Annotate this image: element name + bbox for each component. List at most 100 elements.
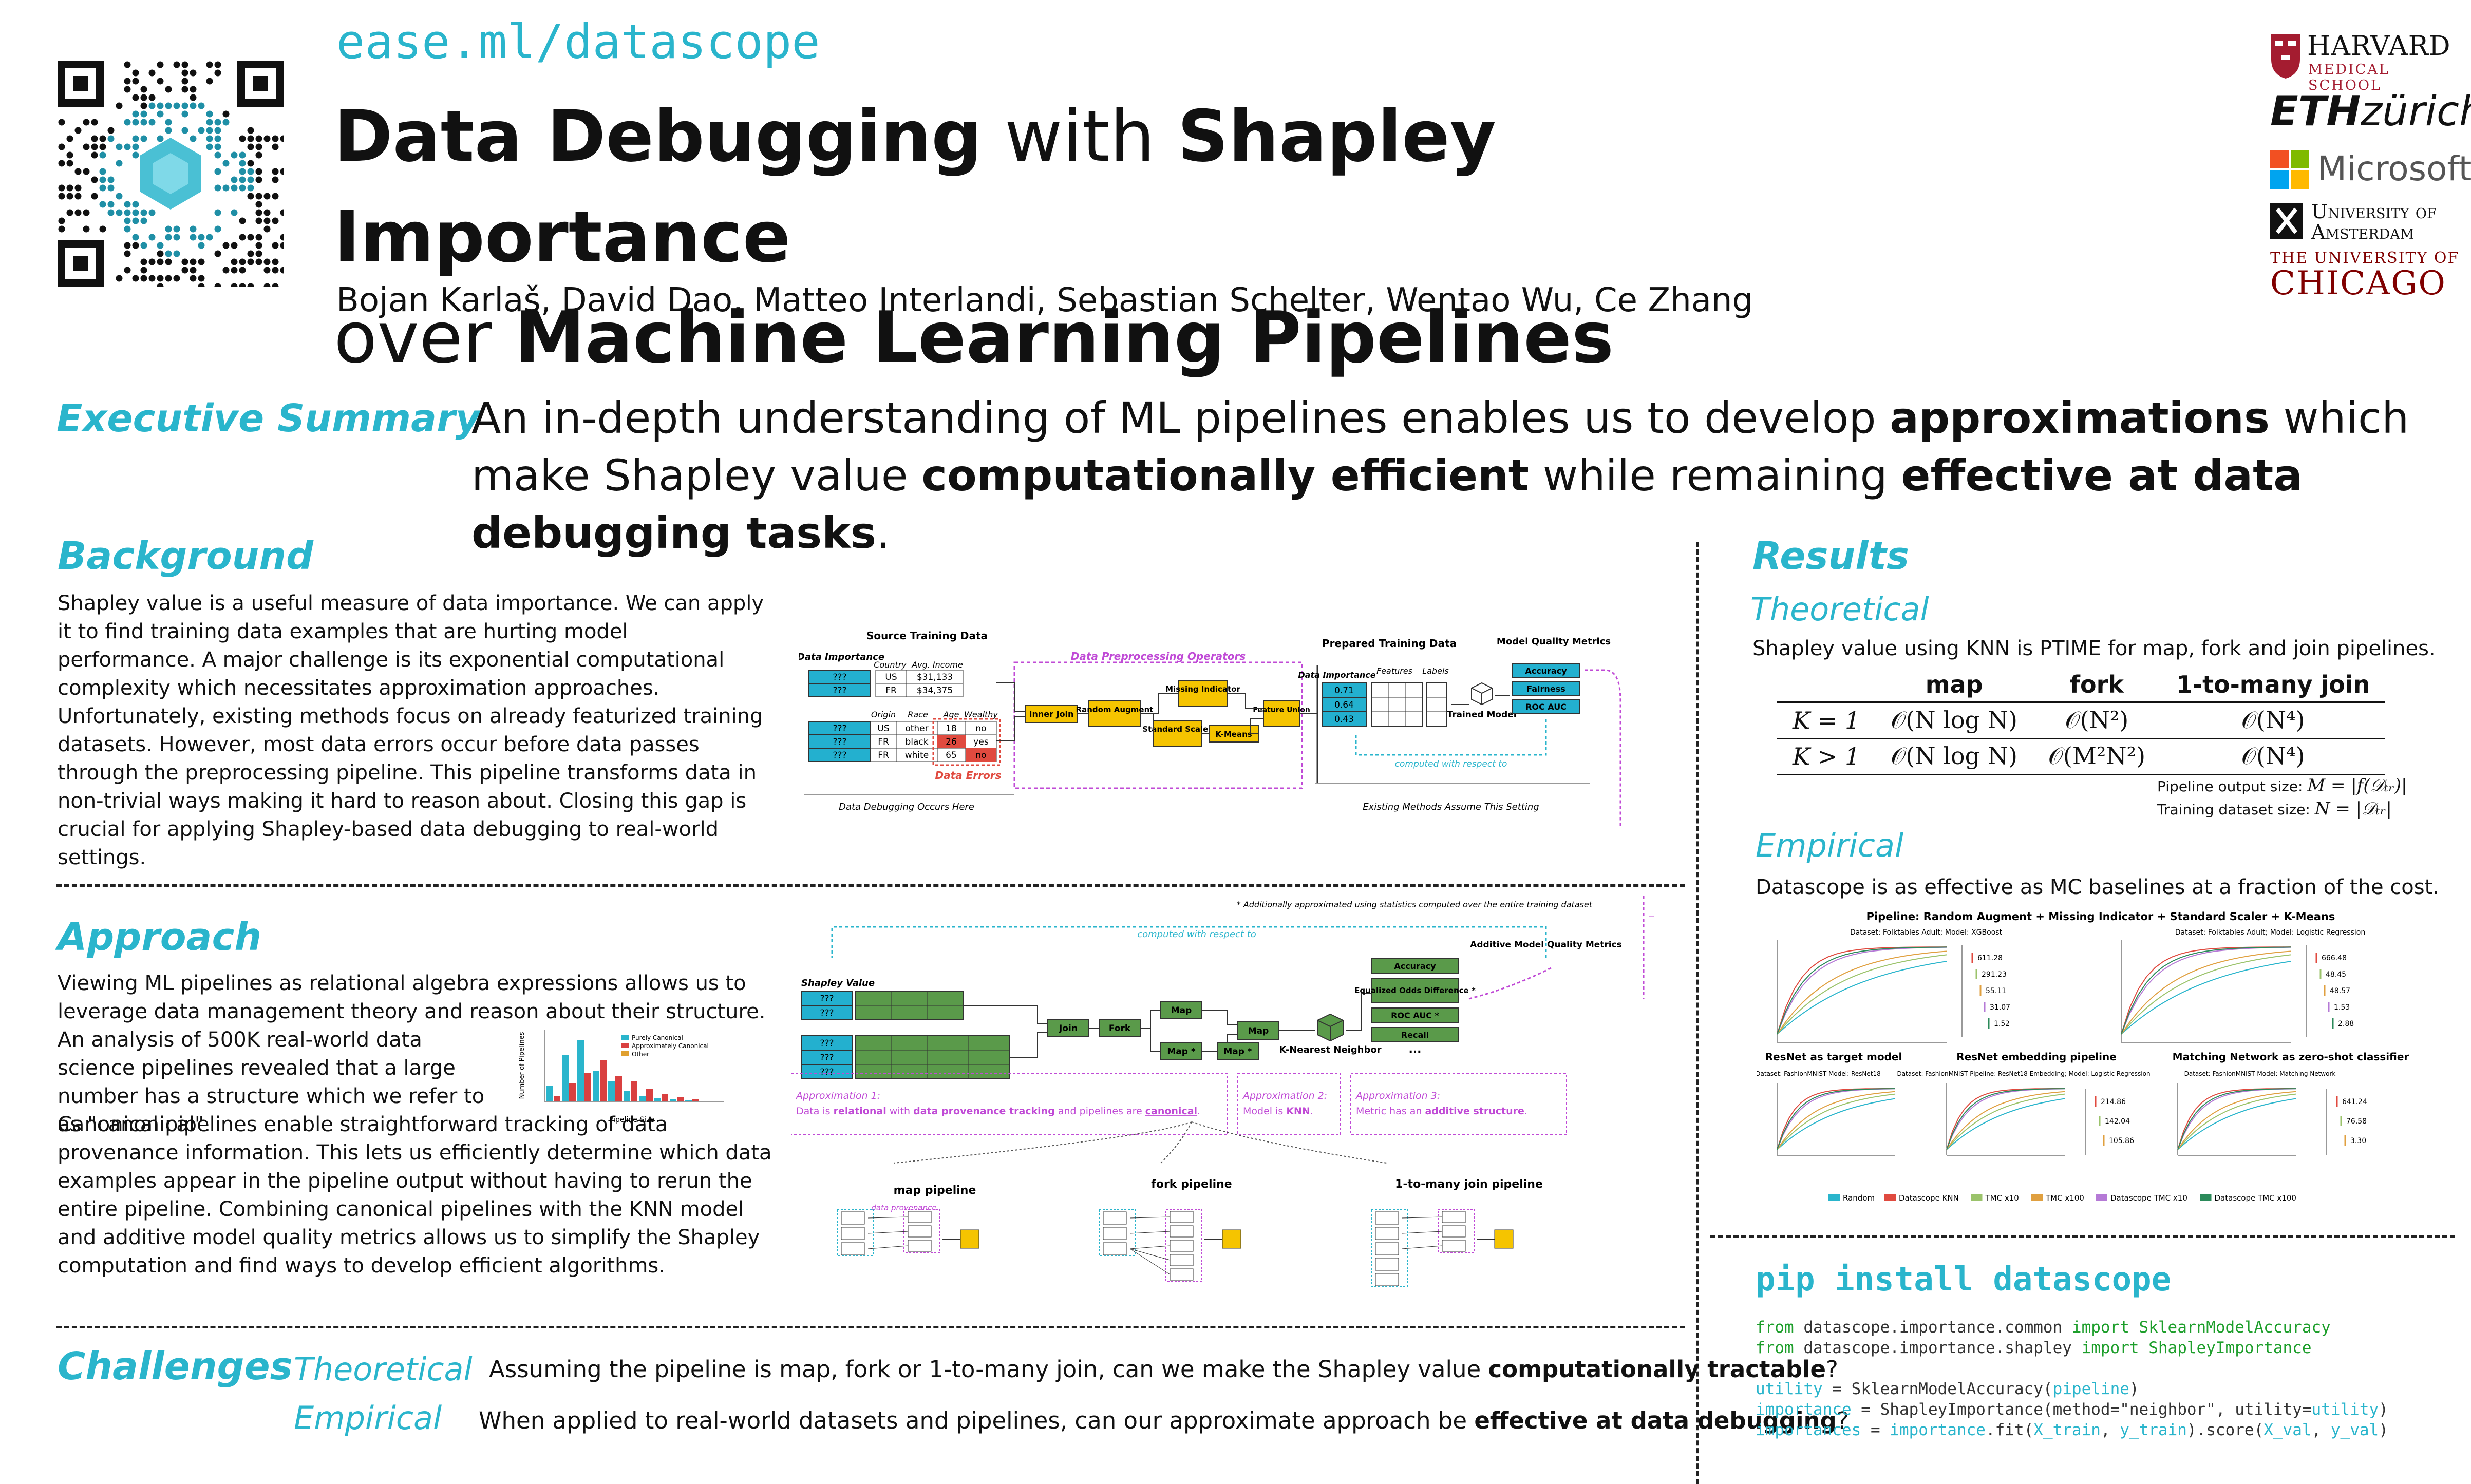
qr-module bbox=[165, 234, 172, 241]
bar-value-label: 48.57 bbox=[2330, 987, 2350, 995]
fig-row2-t1: ResNet as target model bbox=[1765, 1051, 1902, 1063]
computed-arrow-2 bbox=[831, 926, 1547, 958]
r4-race: black bbox=[905, 737, 928, 747]
qr-module bbox=[157, 283, 164, 290]
project-url[interactable]: ease.ml/datascope bbox=[336, 14, 820, 69]
harvard-shield-icon bbox=[2271, 34, 2300, 79]
table-note-1: Pipeline output size: M = |f(𝒟ₜᵣ)| bbox=[2157, 775, 2407, 796]
qr-module bbox=[74, 209, 82, 216]
r5-age: 65 bbox=[946, 750, 957, 760]
pipeline-histogram: Purely Canonical Approximately Canonical… bbox=[514, 1024, 729, 1127]
qr-module bbox=[263, 283, 271, 290]
qr-module bbox=[206, 234, 213, 241]
qr-module bbox=[231, 258, 238, 265]
pip-heading[interactable]: pip install datascope bbox=[1756, 1261, 2172, 1299]
legend-label: Random bbox=[1843, 1193, 1875, 1203]
qr-module bbox=[247, 143, 254, 150]
qr-module bbox=[247, 135, 254, 142]
qr-module bbox=[214, 168, 221, 175]
qr-module bbox=[66, 160, 73, 167]
hist-bar bbox=[654, 1098, 661, 1101]
cx-k1-join: 𝒪(N⁴) bbox=[2241, 706, 2305, 734]
background-text: Shapley value is a useful measure of dat… bbox=[58, 592, 764, 869]
plot-series bbox=[2121, 954, 2291, 1035]
qr-module bbox=[148, 94, 156, 101]
op-map-star-1 bbox=[1160, 1042, 1202, 1060]
qr-module bbox=[173, 102, 180, 109]
approach-diagram: * Additionally approximated using statis… bbox=[790, 896, 1664, 1320]
qr-module bbox=[263, 217, 271, 224]
bar-value-label: 1.53 bbox=[2334, 1003, 2350, 1012]
qr-module bbox=[239, 258, 246, 265]
qr-module bbox=[255, 217, 262, 224]
legend-label: TMC x10 bbox=[1985, 1193, 2019, 1203]
qr-code[interactable] bbox=[58, 61, 287, 290]
qr-module bbox=[190, 267, 197, 274]
mini-output-row bbox=[908, 1211, 932, 1223]
results-empirical-heading: Empirical bbox=[1756, 827, 1904, 864]
qr-module bbox=[74, 193, 82, 200]
uchicago-line2: CHICAGO bbox=[2270, 264, 2446, 302]
qr-module bbox=[99, 168, 106, 175]
qr-module bbox=[148, 234, 156, 241]
qr-module bbox=[140, 258, 147, 265]
qr-module bbox=[280, 209, 287, 216]
qr-module bbox=[231, 267, 238, 274]
metric-roc bbox=[1512, 699, 1580, 714]
plot-series bbox=[1946, 1088, 2065, 1150]
uva-crest-icon bbox=[2270, 203, 2303, 239]
qr-module bbox=[83, 209, 90, 216]
qr-module bbox=[247, 258, 254, 265]
qr-module bbox=[239, 135, 246, 142]
bar-value-label: 291.23 bbox=[1982, 971, 2007, 979]
qr-module bbox=[206, 135, 213, 142]
col-wealthy: Wealthy bbox=[964, 710, 998, 719]
plot-series bbox=[2121, 946, 2291, 1035]
label-knn: K-Nearest Neighbor bbox=[1279, 1044, 1381, 1055]
qr-module bbox=[231, 209, 238, 216]
r3-q: ??? bbox=[833, 724, 846, 734]
r3-age: 18 bbox=[946, 724, 957, 734]
r2-q: ??? bbox=[833, 686, 846, 696]
plot-series bbox=[1777, 946, 1947, 1035]
code-block: from datascope.importance.common import … bbox=[1756, 1317, 2388, 1440]
legend-label: Datascope TMC x100 bbox=[2215, 1193, 2296, 1203]
qr-module bbox=[132, 69, 139, 77]
metric-roc-label: ROC AUC bbox=[1525, 702, 1567, 712]
qr-module bbox=[198, 234, 205, 241]
qr-module bbox=[124, 119, 131, 126]
mini-input-row bbox=[1375, 1227, 1399, 1240]
qr-module bbox=[124, 143, 131, 150]
q2: ??? bbox=[820, 1008, 834, 1018]
op-kmeans-label: K-Means bbox=[1215, 730, 1252, 739]
qr-module bbox=[255, 201, 262, 208]
qr-module bbox=[148, 258, 156, 265]
r5-q: ??? bbox=[833, 750, 846, 760]
legend-swatch bbox=[1828, 1194, 1840, 1201]
hist-bar bbox=[624, 1091, 630, 1101]
r4-age: 26 bbox=[946, 737, 957, 747]
m-accuracy bbox=[1371, 958, 1459, 974]
mini-output-row bbox=[1442, 1211, 1466, 1223]
qr-module bbox=[116, 275, 123, 282]
mini-edge bbox=[1402, 1216, 1443, 1219]
qr-module bbox=[222, 184, 230, 192]
qr-module bbox=[255, 250, 262, 257]
note1-label: Pipeline output size: bbox=[2157, 778, 2303, 795]
title-part-4: over bbox=[334, 296, 515, 379]
op-map-star-1-label: Map * bbox=[1167, 1047, 1195, 1057]
title-part-2: with bbox=[982, 95, 1178, 178]
mini-input-table bbox=[1371, 1209, 1408, 1287]
qr-module bbox=[247, 176, 254, 183]
qr-module bbox=[124, 250, 131, 257]
qr-module bbox=[157, 102, 164, 109]
cx-k2-map: 𝒪(N log N) bbox=[1891, 742, 2017, 770]
qr-module bbox=[214, 250, 221, 257]
cx-k1-fork: 𝒪(N²) bbox=[2065, 706, 2129, 734]
qr-module bbox=[247, 168, 254, 175]
qr-module bbox=[214, 209, 221, 216]
table-note-2: Training dataset size: N = |𝒟ₜᵣ| bbox=[2157, 798, 2392, 819]
qr-module bbox=[255, 258, 262, 265]
qr-module bbox=[214, 135, 221, 142]
qr-module bbox=[140, 135, 147, 142]
